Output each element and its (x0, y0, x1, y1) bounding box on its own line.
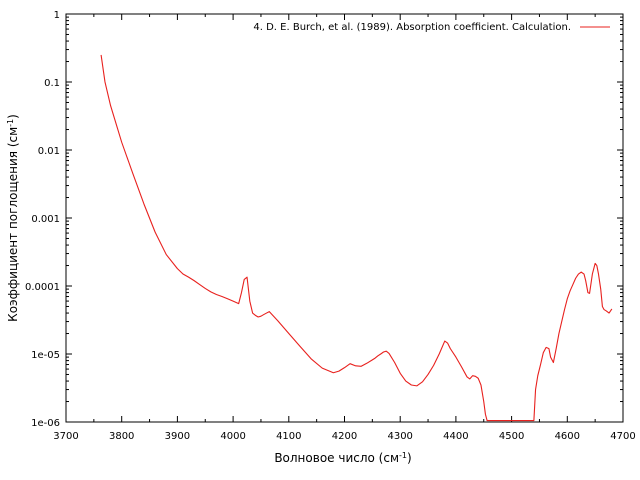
x-tick-label: 4000 (220, 431, 245, 442)
x-axis-title-sup: -1 (399, 451, 407, 460)
x-tick-label: 4500 (499, 431, 524, 442)
legend: 4. D. E. Burch, et al. (1989). Absorptio… (253, 22, 610, 33)
legend-label: 4. D. E. Burch, et al. (1989). Absorptio… (253, 22, 571, 33)
x-axis-title-main: Волновое число (см (274, 451, 399, 465)
x-tick-label: 4300 (387, 431, 412, 442)
x-tick-label: 4400 (443, 431, 468, 442)
y-tick-label: 1e-06 (31, 418, 60, 429)
y-axis-ticks: 1e-06 1e-05 0.0001 0.001 0.01 0.1 1 (25, 10, 623, 429)
y-tick-label: 0.001 (31, 214, 60, 225)
x-tick-label: 4200 (332, 431, 357, 442)
x-axis-title-end: ) (407, 451, 412, 465)
y-axis-title-sup: -1 (6, 119, 15, 127)
y-axis-title-main: Коэффициент поглощения (см (6, 127, 20, 322)
series-layer (100, 54, 613, 422)
y-tick-label: 0.01 (38, 146, 60, 157)
series-line (100, 54, 613, 422)
x-axis-ticks: 3700 3800 3900 4000 4100 4200 4300 4400 4500 4600… (53, 14, 636, 442)
y-axis-title: Коэффициент поглощения (см-1) (6, 114, 21, 322)
x-tick-label: 4700 (610, 431, 635, 442)
x-tick-label: 3900 (165, 431, 190, 442)
x-axis-title: Волновое число (см-1) (274, 451, 411, 466)
y-axis-title-end: ) (6, 114, 20, 119)
x-tick-label: 3800 (109, 431, 134, 442)
x-tick-label: 4100 (276, 431, 301, 442)
y-tick-label: 1 (54, 10, 60, 21)
x-tick-label: 4600 (555, 431, 580, 442)
y-tick-label: 0.0001 (25, 282, 60, 293)
x-tick-label: 3700 (53, 431, 78, 442)
y-tick-label: 1e-05 (31, 350, 60, 361)
y-tick-label: 0.1 (44, 78, 60, 89)
